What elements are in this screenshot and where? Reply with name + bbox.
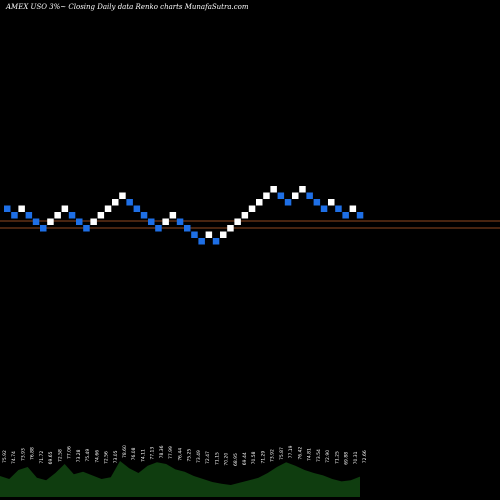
renko-brick-down xyxy=(126,199,133,206)
renko-brick-up xyxy=(270,186,277,193)
volume-label: 77.19 xyxy=(288,445,294,458)
renko-brick-up xyxy=(205,231,213,238)
renko-brick-down xyxy=(176,218,184,225)
volume-label: 69.88 xyxy=(344,452,350,465)
volume-label: 72.90 xyxy=(325,450,331,463)
volume-label: 71.25 xyxy=(334,451,340,464)
renko-brick-down xyxy=(198,238,205,245)
volume-label: 78.36 xyxy=(159,445,165,458)
renko-brick-up xyxy=(162,218,169,225)
renko-brick-down xyxy=(11,212,18,219)
renko-brick-down xyxy=(4,205,11,212)
volume-label: 73.93 xyxy=(20,448,26,461)
volume-label: 69.44 xyxy=(242,452,248,465)
volume-label: 73.28 xyxy=(76,449,82,462)
renko-brick-down xyxy=(32,218,40,225)
volume-label: 70.31 xyxy=(353,451,359,464)
volume-label: 73.92 xyxy=(270,449,276,462)
renko-brick-down xyxy=(68,212,76,219)
volume-label: 74.81 xyxy=(307,448,313,461)
volume-label: 75.25 xyxy=(187,449,193,462)
renko-brick-down xyxy=(133,205,141,212)
renko-brick-down xyxy=(25,212,33,219)
renko-brick-up xyxy=(248,205,256,212)
renko-brick-down xyxy=(184,225,191,232)
renko-brick-up xyxy=(234,218,241,225)
volume-label: 76.42 xyxy=(297,447,303,460)
volume-label: 77.13 xyxy=(150,447,156,460)
renko-brick-up xyxy=(220,231,227,238)
renko-brick-down xyxy=(335,205,342,212)
renko-brick-down xyxy=(284,199,292,206)
renko-brick-up xyxy=(18,205,25,212)
volume-label: 75.49 xyxy=(85,449,91,462)
volume-label: 75.92 xyxy=(2,450,8,463)
volume-label: 71.29 xyxy=(260,451,266,464)
renko-brick-down xyxy=(40,225,47,232)
renko-brick-up xyxy=(54,212,61,219)
volume-label: 72.58 xyxy=(57,449,63,462)
chart-title: AMEX USO 3%~ Closing Daily data Renko ch… xyxy=(5,3,249,11)
renko-brick-up xyxy=(241,212,249,219)
volume-label: 76.88 xyxy=(30,447,36,460)
volume-label: 74.11 xyxy=(140,449,146,462)
volume-label: 75.87 xyxy=(279,447,285,460)
volume-area xyxy=(0,461,360,497)
volume-label: 68.95 xyxy=(233,453,239,466)
volume-label: 77.06 xyxy=(67,446,73,459)
renko-brick-up xyxy=(90,218,97,225)
volume-label: 74.66 xyxy=(94,450,100,463)
volume-label: 70.58 xyxy=(251,451,257,464)
renko-brick-down xyxy=(356,212,364,219)
volume-label: 76.44 xyxy=(177,448,183,461)
renko-brick-up xyxy=(292,192,299,199)
renko-brick-down xyxy=(306,192,313,199)
volume-label: 76.08 xyxy=(131,447,137,460)
renko-brick-down xyxy=(313,199,321,206)
renko-brick-up xyxy=(47,218,54,225)
renko-brick-down xyxy=(140,212,148,219)
renko-brick-down xyxy=(277,192,285,199)
renko-brick-down xyxy=(76,218,83,225)
volume-label: 73.49 xyxy=(196,450,202,463)
volume-label: 71.72 xyxy=(39,451,45,464)
renko-brick-down xyxy=(212,238,220,245)
renko-brick-up xyxy=(328,199,335,206)
volume-label: 74.74 xyxy=(11,451,17,464)
volume-labels: 75.92 74.74 73.93 76.88 71.72 69.65 72.58 77.06… xyxy=(2,445,368,466)
renko-brick-up xyxy=(227,225,234,232)
renko-brick-up xyxy=(299,186,306,193)
volume-label: 69.65 xyxy=(48,451,54,464)
volume-area-fill xyxy=(0,461,360,497)
renko-brick-down xyxy=(320,205,328,212)
renko-brick-down xyxy=(148,218,155,225)
renko-brick-up xyxy=(112,199,119,206)
renko-brick-down xyxy=(83,225,90,232)
renko-brick-up xyxy=(256,199,263,206)
volume-label: 72.56 xyxy=(104,451,110,464)
renko-brick-up xyxy=(97,212,105,219)
volume-label: 72.47 xyxy=(205,451,211,464)
volume-label: 70.20 xyxy=(224,453,230,466)
volume-label: 77.99 xyxy=(168,446,174,459)
renko-brick-up xyxy=(104,205,112,212)
renko-brick-down xyxy=(191,231,198,238)
renko-bricks xyxy=(4,186,364,245)
renko-brick-down xyxy=(155,225,162,232)
renko-brick-down xyxy=(342,212,349,219)
renko-brick-up xyxy=(263,192,270,199)
volume-label: 72.66 xyxy=(362,450,368,463)
renko-brick-up xyxy=(61,205,69,212)
renko-brick-up xyxy=(349,205,357,212)
renko-brick-up xyxy=(119,192,126,199)
volume-label: 78.60 xyxy=(122,445,128,458)
renko-brick-up xyxy=(169,212,177,219)
volume-label: 73.54 xyxy=(316,449,322,462)
volume-label: 73.05 xyxy=(113,450,119,463)
volume-label: 71.15 xyxy=(214,452,220,465)
